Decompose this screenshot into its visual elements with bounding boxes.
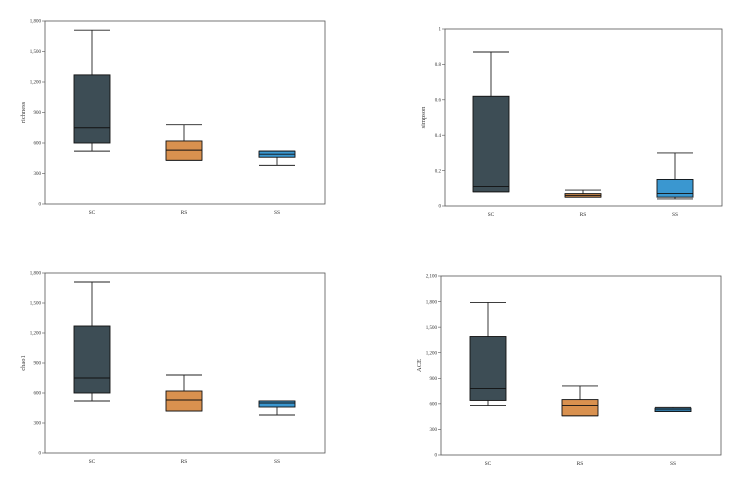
x-category-label: SS [672, 212, 678, 218]
y-tick-label: 0.6 [435, 99, 442, 104]
y-tick-label: 1,500 [30, 50, 42, 55]
box-sc [469, 301, 507, 407]
y-tick-label: 1,800 [30, 20, 42, 25]
iqr-box [561, 399, 599, 417]
y-tick-label: 1,200 [30, 332, 42, 337]
x-category-label: RS [577, 461, 584, 467]
chart-panel-richness: 0 300 600 900 1,200 1,500 1,800 richness SC RS SS [20, 20, 326, 216]
y-tick-label: 300 [34, 172, 42, 177]
y-tick-label: 0.4 [435, 134, 442, 139]
y-axis-label: chao1 [20, 355, 27, 371]
y-tick-label: 600 [430, 403, 438, 408]
chart-panel-chao1: 0 300 600 900 1,200 1,500 1,800 chao1 SC RS SS [20, 272, 326, 465]
y-tick-label: 900 [34, 111, 42, 116]
y-axis-label: richness [20, 101, 27, 123]
y-tick-label: 1 [439, 28, 442, 33]
y-axis-label: simpson [420, 106, 427, 128]
y-tick-label: 0.8 [435, 63, 442, 68]
x-category-label: SC [485, 461, 492, 467]
x-category-label: RS [181, 459, 188, 465]
iqr-box [73, 325, 111, 394]
y-tick-label: 0 [39, 452, 42, 457]
chart-panel-ace: 0 300 600 900 1,200 1,500 1,800 2,100 ACE SC RS SS [416, 275, 722, 467]
box-ss [654, 406, 692, 412]
x-category-label: RS [580, 212, 587, 218]
x-category-label: RS [181, 210, 188, 216]
x-category-label: SC [488, 212, 495, 218]
x-category-label: SS [274, 210, 280, 216]
box-ss [258, 150, 296, 166]
y-tick-label: 1,800 [426, 300, 438, 305]
x-category-label: SS [274, 459, 280, 465]
y-tick-label: 0 [439, 205, 442, 210]
plot-frame [444, 28, 723, 207]
box-sc [73, 281, 111, 402]
y-tick-label: 0.2 [435, 169, 442, 174]
y-tick-label: 300 [34, 422, 42, 427]
y-tick-label: 600 [34, 142, 42, 147]
y-tick-label: 1,500 [426, 326, 438, 331]
y-tick-label: 1,200 [426, 351, 438, 356]
iqr-box [472, 95, 510, 193]
box-rs [561, 385, 599, 417]
iqr-box [469, 336, 507, 401]
y-tick-label: 600 [34, 392, 42, 397]
x-category-label: SC [89, 459, 96, 465]
y-tick-label: 900 [430, 377, 438, 382]
box-rs [165, 374, 203, 412]
box-ss [656, 152, 694, 200]
box-rs [165, 124, 203, 161]
y-tick-label: 1,200 [30, 81, 42, 86]
box-rs [564, 189, 602, 198]
iqr-box [656, 178, 694, 198]
iqr-box [165, 140, 203, 161]
y-tick-label: 300 [430, 428, 438, 433]
iqr-box [258, 400, 296, 408]
chart-panel-simpson: 0 0.2 0.4 0.6 0.8 1 simpson SC RS SS [420, 28, 723, 218]
box-sc [73, 29, 111, 152]
iqr-box [73, 74, 111, 144]
y-tick-label: 0 [39, 203, 42, 208]
y-tick-label: 1,500 [30, 302, 42, 307]
x-category-label: SC [89, 210, 96, 216]
iqr-box [165, 390, 203, 412]
box-ss [258, 400, 296, 416]
x-category-label: SS [670, 461, 676, 467]
box-sc [472, 51, 510, 193]
y-tick-label: 900 [34, 362, 42, 367]
y-axis-label: ACE [416, 359, 423, 372]
y-tick-label: 2,100 [426, 275, 438, 280]
y-tick-label: 0 [435, 454, 438, 459]
y-tick-label: 1,800 [30, 272, 42, 277]
plot-frame [440, 275, 722, 456]
